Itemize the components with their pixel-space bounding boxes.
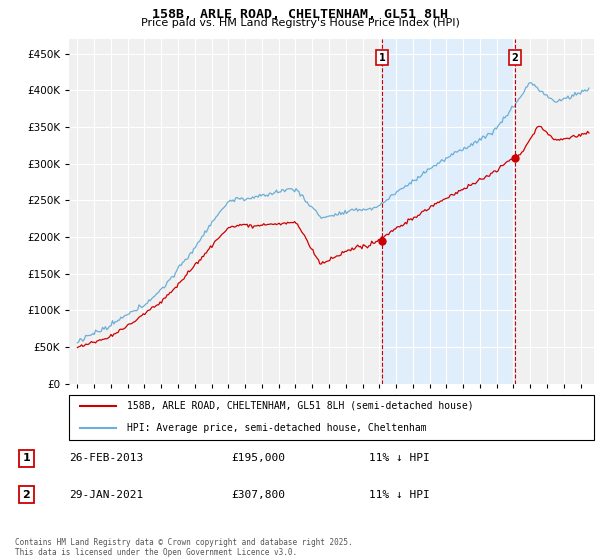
Text: 26-FEB-2013: 26-FEB-2013 — [70, 454, 144, 464]
Text: 1: 1 — [379, 53, 385, 63]
Text: £195,000: £195,000 — [231, 454, 285, 464]
Text: 2: 2 — [23, 490, 30, 500]
Text: £307,800: £307,800 — [231, 490, 285, 500]
Text: Contains HM Land Registry data © Crown copyright and database right 2025.
This d: Contains HM Land Registry data © Crown c… — [15, 538, 353, 557]
Text: 29-JAN-2021: 29-JAN-2021 — [70, 490, 144, 500]
Text: 11% ↓ HPI: 11% ↓ HPI — [369, 454, 430, 464]
Bar — [382, 39, 515, 384]
Text: 1: 1 — [23, 454, 30, 464]
FancyBboxPatch shape — [69, 395, 594, 440]
Text: 11% ↓ HPI: 11% ↓ HPI — [369, 490, 430, 500]
Text: HPI: Average price, semi-detached house, Cheltenham: HPI: Average price, semi-detached house,… — [127, 423, 427, 433]
Text: 158B, ARLE ROAD, CHELTENHAM, GL51 8LH (semi-detached house): 158B, ARLE ROAD, CHELTENHAM, GL51 8LH (s… — [127, 401, 473, 411]
Text: 158B, ARLE ROAD, CHELTENHAM, GL51 8LH: 158B, ARLE ROAD, CHELTENHAM, GL51 8LH — [152, 8, 448, 21]
Text: Price paid vs. HM Land Registry's House Price Index (HPI): Price paid vs. HM Land Registry's House … — [140, 18, 460, 28]
Text: 2: 2 — [511, 53, 518, 63]
